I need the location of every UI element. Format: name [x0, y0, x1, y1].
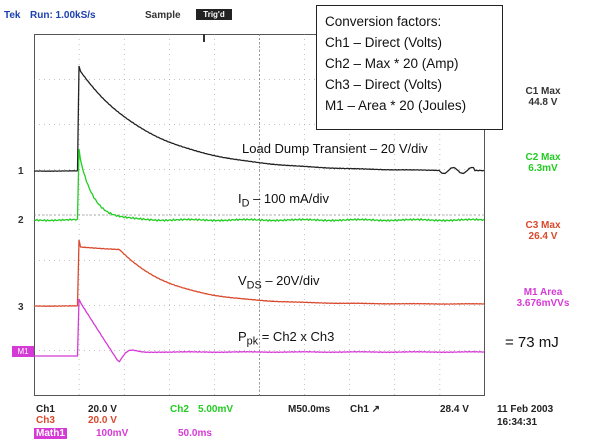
- ch3-name: Ch3: [36, 415, 55, 426]
- ch2-trace: [34, 148, 485, 223]
- ch3-trace: [34, 239, 485, 307]
- vds-symbol: V: [238, 273, 247, 288]
- conversion-title: Conversion factors:: [325, 14, 442, 29]
- math1-timebase: 50.0ms: [178, 428, 212, 439]
- conversion-line: M1 – Area * 20 (Joules): [325, 98, 467, 113]
- ppk-subscript: pk: [246, 335, 259, 348]
- id-symbol: I: [238, 191, 242, 206]
- id-scale: – 100 mA/div: [249, 191, 329, 206]
- m1-area-label: M1 Area: [523, 287, 563, 298]
- ch2-name: Ch2: [170, 404, 189, 415]
- vds-annotation: VDS – 20V/div: [238, 273, 320, 292]
- c2-max-readout: C2 Max 6.3mV: [497, 152, 589, 174]
- graticule: [34, 34, 485, 396]
- ch1-annotation: Load Dump Transient – 20 V/div: [242, 141, 428, 156]
- c2-max-value: 6.3mV: [528, 163, 558, 174]
- ppk-symbol: P: [238, 329, 247, 344]
- conversion-line: Ch3 – Direct (Volts): [325, 77, 443, 92]
- brand-label: Tek: [4, 10, 21, 21]
- run-status: Run: 1.00kS/s: [30, 10, 96, 21]
- acquisition-mode: Sample: [145, 10, 181, 21]
- c3-max-readout: C3 Max 26.4 V: [497, 220, 589, 242]
- conversion-factors-box: Conversion factors: Ch1 – Direct (Volts)…: [316, 5, 503, 130]
- math1-trace: [34, 298, 485, 363]
- ch2-scale: 5.00mV: [198, 404, 234, 415]
- ppk-annotation: Ppk = Ch2 x Ch3: [238, 329, 334, 348]
- id-annotation: ID – 100 mA/div: [238, 191, 329, 210]
- scope-status-bar: Tek Run: 1.00kS/s Sample Trig'd: [0, 0, 592, 34]
- ch2-marker: 2: [18, 215, 24, 226]
- c1-max-label: C1 Max: [525, 86, 561, 97]
- ch3-scale: 20.0 V: [88, 415, 117, 426]
- date-label: 11 Feb 2003: [497, 404, 554, 415]
- c3-max-value: 26.4 V: [528, 231, 558, 242]
- ch1-scale: 20.0 V: [88, 404, 117, 415]
- c1-max-readout: C1 Max 44.8 V: [497, 86, 589, 108]
- m1-marker: M1: [12, 346, 34, 357]
- conversion-line: Ch2 – Max * 20 (Amp): [325, 56, 459, 71]
- id-subscript: D: [241, 197, 250, 210]
- c1-max-value: 44.8 V: [528, 97, 558, 108]
- math1-name: Math1: [34, 428, 67, 439]
- energy-result: = 73 mJ: [505, 334, 559, 351]
- vds-subscript: DS: [246, 279, 262, 292]
- m1-area-readout: M1 Area 3.676mVVs: [497, 287, 589, 309]
- oscilloscope-display: [34, 34, 485, 396]
- conversion-line: Ch1 – Direct (Volts): [325, 35, 443, 50]
- trigger-level: 28.4 V: [440, 404, 469, 415]
- vds-scale: – 20V/div: [261, 273, 320, 288]
- ch1-name: Ch1: [36, 404, 55, 415]
- math1-scale: 100mV: [96, 428, 129, 439]
- ch1-marker: 1: [18, 166, 24, 177]
- c2-max-label: C2 Max: [525, 152, 561, 163]
- timestamp: 11 Feb 2003 16:34:31: [497, 403, 553, 429]
- m1-area-value: 3.676mVVs: [516, 298, 570, 309]
- ch3-marker: 3: [18, 302, 24, 313]
- trigger-source: Ch1 ↗: [350, 404, 381, 415]
- c3-max-label: C3 Max: [525, 220, 561, 231]
- trigger-badge: Trig'd: [196, 9, 232, 20]
- ch1-trace: [34, 65, 485, 175]
- ppk-formula: = Ch2 x Ch3: [258, 329, 335, 344]
- timebase: M50.0ms: [288, 404, 331, 415]
- time-label: 16:34:31: [497, 417, 538, 428]
